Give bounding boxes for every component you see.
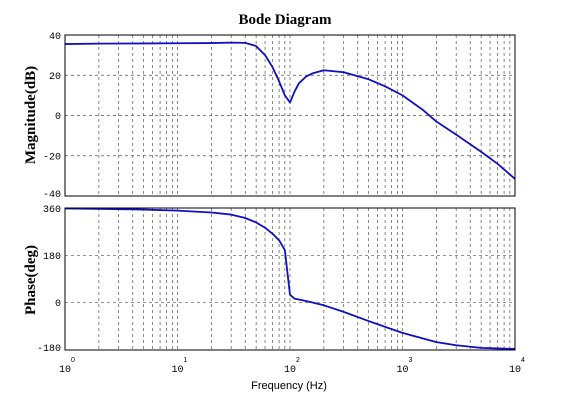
x-tick-label: 10 — [396, 365, 408, 376]
magnitude-y-ticks: 40 20 0 -20 -40 — [43, 32, 61, 201]
x-tick-label: 10 — [171, 365, 183, 376]
chart-title: Bode Diagram — [239, 12, 332, 28]
phase-y-tick-label: 0 — [55, 299, 61, 310]
phase-y-tick-label: 360 — [43, 205, 61, 216]
magnitude-y-tick-label: 20 — [49, 72, 61, 83]
phase-y-tick-label: 180 — [43, 252, 61, 263]
magnitude-panel: 40 20 0 -20 -40 Magnitude(dB) — [23, 32, 516, 201]
x-tick-exponent: 3 — [409, 357, 413, 364]
magnitude-y-tick-label: 40 — [49, 32, 61, 43]
phase-panel: 360 180 0 -180 Phase(deg) — [23, 205, 516, 355]
phase-plot-area — [64, 207, 516, 351]
phase-y-axis-label: Phase(deg) — [23, 245, 39, 315]
magnitude-y-tick-label: -40 — [43, 190, 61, 201]
x-tick-label: 10 — [59, 365, 71, 376]
x-tick-exponent: 4 — [521, 357, 525, 364]
magnitude-y-tick-label: -20 — [43, 152, 61, 163]
x-tick-exponent: 2 — [296, 357, 300, 364]
magnitude-y-axis-label: Magnitude(dB) — [23, 66, 39, 164]
phase-y-ticks: 360 180 0 -180 — [37, 205, 61, 355]
magnitude-y-tick-label: 0 — [55, 112, 61, 123]
magnitude-grid — [65, 35, 515, 196]
phase-grid — [65, 208, 515, 350]
phase-y-tick-label: -180 — [37, 344, 61, 355]
phase-series-line — [64, 207, 516, 350]
x-tick-exponent: 1 — [184, 357, 188, 364]
x-tick-label: 10 — [509, 365, 521, 376]
x-tick-label: 10 — [284, 365, 296, 376]
magnitude-series-line — [64, 41, 516, 180]
x-tick-exponent: 0 — [71, 357, 75, 364]
x-axis-label: Frequency (Hz) — [251, 380, 327, 392]
